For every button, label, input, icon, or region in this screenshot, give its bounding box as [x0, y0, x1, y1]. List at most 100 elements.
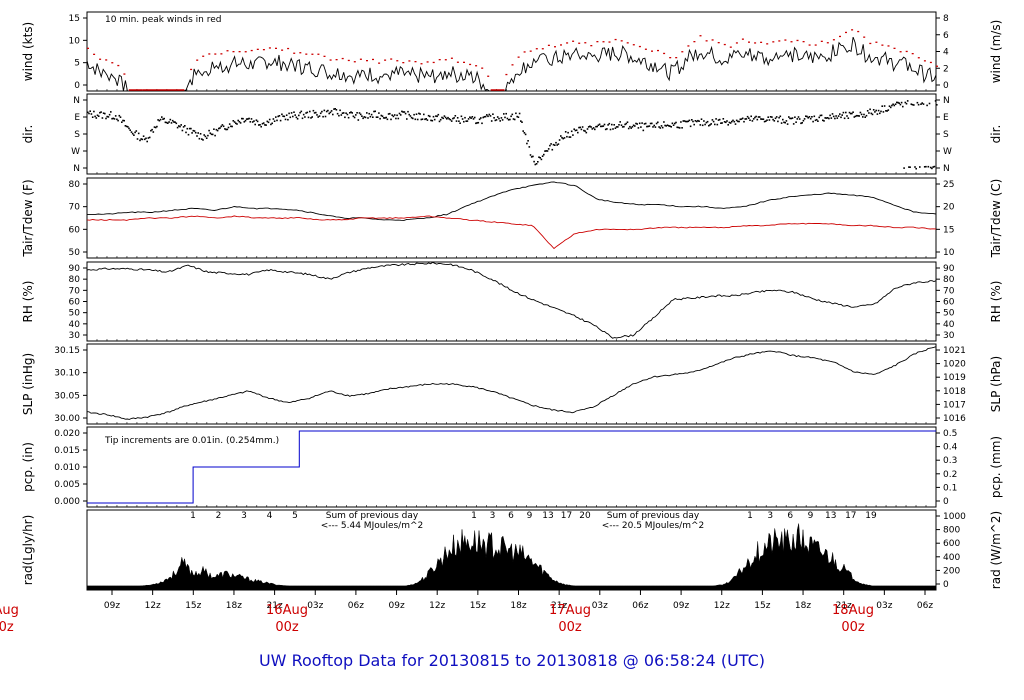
hour-marker-label: 4	[267, 511, 273, 521]
peak-wind-mark	[384, 59, 387, 61]
peak-wind-mark	[911, 53, 914, 55]
direction-point	[332, 113, 334, 116]
direction-point	[778, 116, 780, 119]
direction-point	[139, 139, 141, 142]
peak-wind-mark	[717, 42, 720, 44]
direction-point	[498, 117, 500, 120]
panel-frame	[86, 93, 937, 175]
direction-point	[910, 103, 913, 105]
y-tick-label-left: 70	[69, 286, 81, 296]
direction-point	[917, 103, 920, 106]
direction-point	[831, 113, 834, 115]
direction-point	[738, 120, 740, 123]
direction-point	[631, 126, 634, 128]
direction-point	[305, 112, 307, 114]
hour-marker-label: 2	[216, 511, 222, 521]
direction-point	[544, 150, 546, 152]
direction-point	[279, 119, 282, 122]
direction-point	[552, 143, 555, 146]
direction-point	[886, 110, 888, 112]
direction-point	[877, 109, 880, 112]
peak-wind-mark	[450, 57, 453, 59]
direction-point	[863, 113, 865, 116]
direction-point	[563, 137, 566, 139]
direction-point	[255, 119, 258, 121]
direction-point	[733, 120, 736, 123]
direction-point	[441, 116, 443, 119]
direction-point	[788, 116, 790, 118]
direction-point	[96, 114, 99, 117]
direction-point	[141, 138, 144, 141]
y-tick-label-left: 60	[69, 225, 81, 235]
peak-wind-mark	[250, 49, 253, 52]
y-tick-label-right: 200	[943, 566, 960, 576]
y-tick-label-right: 40	[943, 320, 955, 330]
direction-point	[756, 118, 759, 121]
peak-wind-mark	[99, 58, 102, 60]
direction-point	[802, 119, 805, 122]
direction-point	[99, 111, 101, 114]
y-tick-label-right: W	[943, 147, 952, 157]
y-tick-label-left: 15	[69, 14, 80, 24]
direction-point	[465, 120, 467, 122]
hour-marker-label: 3	[241, 511, 247, 521]
daily-sum-label: Sum of previous day	[326, 511, 419, 521]
direction-point	[161, 116, 163, 118]
direction-point	[558, 139, 561, 141]
direction-point	[560, 135, 562, 137]
direction-point	[421, 118, 424, 120]
direction-point	[152, 131, 155, 133]
direction-point	[784, 121, 786, 124]
direction-point	[933, 165, 936, 168]
peak-wind-mark	[463, 61, 465, 63]
direction-point	[859, 111, 862, 114]
direction-point	[232, 120, 235, 122]
y-tick-label-left: 40	[69, 320, 81, 330]
direction-point	[540, 158, 543, 161]
x-tick-label: 03z	[876, 601, 892, 611]
footer-title: UW Rooftop Data for 20130815 to 20130818…	[259, 651, 765, 670]
direction-point	[385, 116, 387, 119]
direction-point	[857, 115, 859, 117]
y-axis-label-right: RH (%)	[989, 281, 1003, 323]
direction-point	[852, 111, 854, 113]
direction-point	[862, 116, 864, 118]
y-tick-label-right: 1019	[943, 373, 966, 383]
direction-point	[682, 120, 685, 122]
direction-point	[663, 121, 665, 123]
direction-point	[121, 121, 123, 123]
direction-point	[543, 153, 545, 156]
direction-point	[454, 115, 457, 117]
peak-wind-mark	[802, 41, 805, 43]
direction-point	[418, 112, 420, 115]
peak-wind-mark	[541, 48, 544, 50]
direction-point	[654, 126, 657, 128]
direction-point	[410, 116, 413, 119]
direction-point	[530, 156, 533, 158]
hour-marker-label: 19	[865, 511, 877, 521]
direction-point	[483, 116, 486, 118]
direction-point	[858, 115, 860, 117]
direction-point	[272, 118, 275, 120]
direction-point	[834, 117, 836, 120]
direction-point	[325, 110, 328, 113]
direction-point	[362, 117, 364, 120]
direction-point	[287, 118, 289, 121]
direction-point	[792, 123, 795, 125]
direction-point	[306, 111, 309, 114]
direction-point	[186, 127, 189, 130]
direction-point	[580, 128, 583, 131]
direction-point	[357, 119, 360, 121]
relative-humidity-line	[86, 261, 937, 339]
x-tick-label: 06z	[348, 601, 364, 611]
direction-point	[496, 116, 499, 118]
direction-point	[695, 120, 698, 123]
direction-point	[721, 122, 723, 124]
direction-point	[288, 112, 290, 115]
direction-point	[775, 116, 778, 118]
direction-point	[368, 112, 370, 115]
direction-point	[278, 115, 281, 117]
direction-point	[638, 122, 641, 125]
direction-point	[692, 120, 694, 123]
peak-wind-mark	[220, 53, 223, 55]
